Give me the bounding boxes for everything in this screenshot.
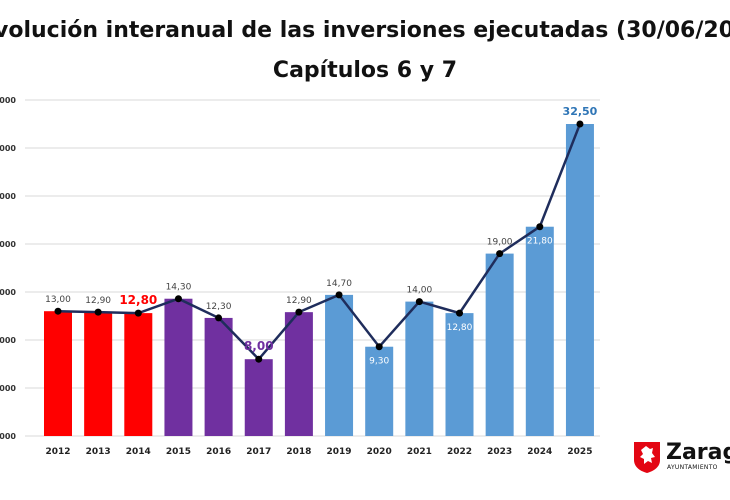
trend-point (456, 309, 463, 317)
bar-2022 (445, 313, 474, 436)
x-tick-label: 2021 (407, 447, 432, 457)
x-tick-label: 2013 (86, 447, 111, 457)
trend-point (255, 355, 263, 363)
bar-2016 (204, 317, 233, 436)
zaragoza-logo: Zarag AYUNTAMIENTO (632, 440, 730, 478)
x-tick-label: 2019 (327, 447, 352, 457)
bar-2020 (365, 346, 394, 436)
x-tick-label: 2023 (487, 447, 512, 457)
bar-2018 (284, 312, 313, 436)
trend-point (496, 250, 504, 258)
bar-2024 (525, 226, 554, 436)
bar-2025 (565, 124, 594, 436)
y-tick-label: ,000 (0, 432, 16, 441)
trend-point (295, 308, 303, 316)
data-label: 19,00 (487, 238, 513, 248)
trend-point (134, 309, 142, 317)
data-label: 8,00 (244, 339, 274, 353)
trend-point (375, 343, 383, 351)
x-tick-label: 2024 (527, 447, 552, 457)
x-tick-label: 2015 (166, 447, 191, 457)
trend-point (536, 223, 544, 231)
data-label: 14,30 (166, 283, 192, 293)
trend-point (94, 308, 102, 316)
chart-subtitle: Capítulos 6 y 7 (272, 58, 458, 83)
bar-2019 (325, 294, 354, 436)
x-tick-label: 2012 (45, 447, 70, 457)
y-tick-label: ,000 (0, 144, 16, 153)
x-tick-label: 2018 (286, 447, 311, 457)
x-tick-label: 2014 (126, 447, 151, 457)
bar-2012 (44, 311, 72, 436)
data-label: 32,50 (563, 105, 598, 118)
data-label: 12,30 (206, 302, 232, 312)
data-label: 14,70 (326, 279, 352, 289)
logo-sub: AYUNTAMIENTO (667, 464, 718, 471)
x-tick-label: 2025 (567, 447, 592, 457)
data-label: 12,90 (85, 296, 111, 306)
data-label: 12,80 (447, 323, 473, 333)
x-tick-label: 2022 (447, 447, 472, 457)
data-label: 9,30 (369, 357, 389, 367)
data-label: 21,80 (527, 237, 553, 247)
bar-2023 (485, 253, 514, 436)
y-tick-label: ,000 (0, 240, 16, 249)
bar-2015 (164, 298, 193, 436)
trend-point (174, 295, 182, 303)
trend-point (54, 307, 62, 315)
data-label: 14,00 (406, 286, 432, 296)
trend-point (576, 120, 584, 128)
y-tick-label: ,000 (0, 192, 16, 201)
bar-2021 (405, 301, 434, 436)
y-tick-label: ,000 (0, 336, 16, 345)
chart-title: volución interanual de las inversiones e… (0, 18, 730, 43)
x-tick-label: 2017 (246, 447, 271, 457)
logo-name: Zarag (666, 440, 730, 465)
data-label: 12,80 (119, 293, 157, 307)
y-tick-label: ,000 (0, 384, 16, 393)
bar-2013 (84, 312, 113, 436)
trend-point (415, 298, 423, 306)
data-label: 12,90 (286, 296, 312, 306)
x-tick-label: 2020 (367, 447, 392, 457)
x-tick-label: 2016 (206, 447, 231, 457)
trend-line (57, 123, 582, 362)
bar-2014 (124, 313, 153, 436)
y-tick-label: ,000 (0, 96, 16, 105)
bar-2017 (244, 359, 273, 436)
data-label: 13,00 (45, 295, 71, 305)
trend-point (335, 291, 343, 299)
lion-shield-icon (634, 442, 660, 473)
y-tick-label: ,000 (0, 288, 16, 297)
trend-point (215, 314, 223, 322)
